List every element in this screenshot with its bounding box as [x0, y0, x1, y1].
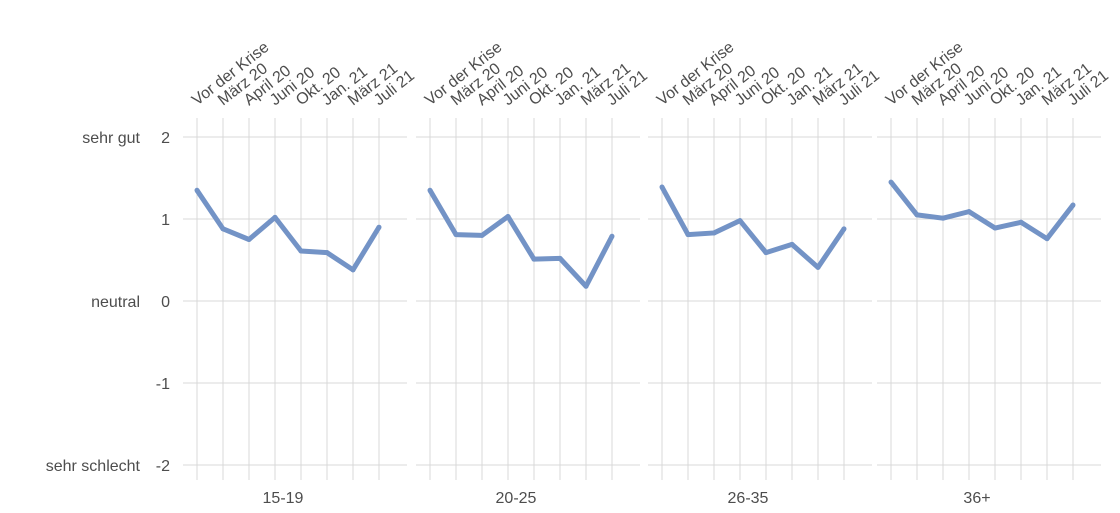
data-point	[711, 230, 717, 236]
panel-title: 36+	[963, 490, 990, 507]
data-point	[298, 248, 304, 254]
y-tick-label: 2	[161, 130, 170, 147]
data-point	[220, 226, 226, 232]
data-point	[789, 241, 795, 247]
data-point	[940, 215, 946, 221]
data-point	[841, 226, 847, 232]
y-axis-category-label: neutral	[91, 294, 140, 311]
data-point	[815, 264, 821, 270]
data-point	[992, 225, 998, 231]
series-line	[659, 185, 847, 270]
data-point	[427, 187, 433, 193]
data-point	[505, 214, 511, 220]
data-point	[557, 255, 563, 261]
data-point	[246, 237, 252, 242]
data-point	[888, 179, 894, 185]
data-point	[763, 250, 769, 256]
panel-title: 20-25	[496, 490, 537, 507]
data-point	[194, 187, 200, 193]
y-tick-label: -1	[156, 376, 170, 393]
series-line	[889, 180, 1075, 242]
data-point	[324, 250, 330, 256]
data-point	[583, 283, 589, 289]
y-axis-category-label: sehr gut	[82, 130, 140, 147]
data-point	[1070, 202, 1076, 208]
data-point	[479, 232, 485, 238]
data-point	[376, 224, 382, 230]
y-axis-category-label: sehr schlecht	[46, 458, 141, 475]
data-point	[1018, 219, 1024, 225]
data-point	[966, 209, 972, 215]
series-line	[427, 189, 615, 289]
panel-title: 26-35	[728, 490, 769, 507]
y-tick-label: -2	[156, 458, 170, 475]
data-point	[350, 267, 356, 273]
data-point	[914, 212, 920, 218]
data-point	[453, 232, 459, 238]
data-point	[1044, 236, 1050, 242]
data-point	[609, 233, 615, 239]
panel-title: 15-19	[263, 490, 304, 507]
data-point	[737, 218, 743, 224]
y-tick-label: 1	[161, 212, 170, 229]
series-line	[194, 188, 382, 273]
data-point	[659, 184, 665, 190]
data-point	[685, 232, 691, 238]
data-point	[272, 214, 278, 220]
y-tick-label: 0	[161, 294, 170, 311]
data-point	[531, 256, 537, 262]
